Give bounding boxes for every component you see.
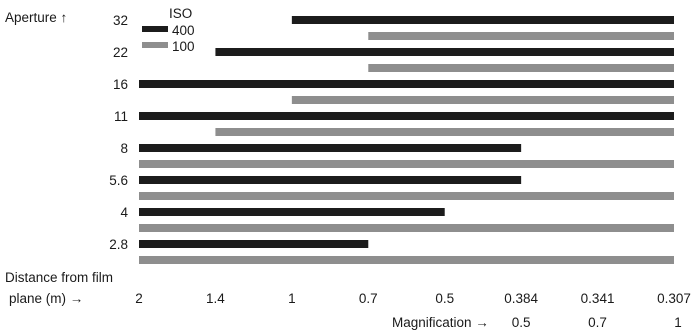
legend-swatch-100 xyxy=(142,42,168,48)
x-tick-0-384: 0.384 xyxy=(504,291,538,306)
x-tick-1: 1 xyxy=(288,291,296,306)
bar-iso100-f16 xyxy=(292,96,674,104)
x-tick-2: 2 xyxy=(135,291,143,306)
bar-iso400-f2-8 xyxy=(139,240,368,248)
y-tick-16: 16 xyxy=(113,77,128,92)
bar-iso400-f16 xyxy=(139,80,674,88)
y-tick-11: 11 xyxy=(114,109,128,124)
legend-swatch-400 xyxy=(142,26,168,32)
x-axis-label-line1: Distance from film xyxy=(5,270,113,285)
bar-iso100-f32 xyxy=(368,32,674,40)
bar-iso400-f4 xyxy=(139,208,445,216)
y-axis-label: Aperture ↑ xyxy=(5,10,67,25)
magnification-label: Magnification → xyxy=(392,315,489,330)
x-tick-0-307: 0.307 xyxy=(657,291,691,306)
bar-iso400-f32 xyxy=(292,16,674,24)
x-axis-label-line2: plane (m) → xyxy=(9,291,83,306)
legend-title: ISO xyxy=(169,6,192,21)
bar-iso100-f5-6 xyxy=(139,192,674,200)
bar-iso400-f5-6 xyxy=(139,176,521,184)
x-tick-0-7: 0.7 xyxy=(359,291,378,306)
y-tick-5-6: 5.6 xyxy=(109,173,128,188)
y-tick-22: 22 xyxy=(113,45,128,60)
bar-iso100-f8 xyxy=(139,160,674,168)
y-tick-32: 32 xyxy=(113,13,128,28)
y-tick-4: 4 xyxy=(120,205,128,220)
bar-iso100-f2-8 xyxy=(139,256,674,264)
mag-tick-1: 1 xyxy=(674,315,682,330)
bar-iso400-f11 xyxy=(139,112,674,120)
x-tick-1-4: 1.4 xyxy=(206,291,225,306)
bar-iso100-f4 xyxy=(139,224,674,232)
bar-iso100-f22 xyxy=(368,64,674,72)
x-tick-0-5: 0.5 xyxy=(435,291,454,306)
distance-axis: 2 1.4 1 0.7 0.5 0.384 0.341 0.307 xyxy=(135,291,691,306)
y-tick-2-8: 2.8 xyxy=(109,237,128,252)
legend-label-400: 400 xyxy=(172,23,195,38)
bar-iso100-f11 xyxy=(215,128,674,136)
mag-tick-0-7: 0.7 xyxy=(588,315,607,330)
bar-iso400-f8 xyxy=(139,144,521,152)
legend: ISO 400 100 xyxy=(142,6,195,54)
bars-layer xyxy=(139,16,674,264)
magnification-axis: 0.5 0.7 1 xyxy=(512,315,682,330)
bar-iso400-f22 xyxy=(215,48,674,56)
legend-label-100: 100 xyxy=(172,39,195,54)
y-tick-8: 8 xyxy=(120,141,128,156)
aperture-axis: 32 22 16 11 8 5.6 4 2.8 xyxy=(109,13,128,252)
mag-tick-0-5: 0.5 xyxy=(512,315,531,330)
x-tick-0-341: 0.341 xyxy=(581,291,615,306)
